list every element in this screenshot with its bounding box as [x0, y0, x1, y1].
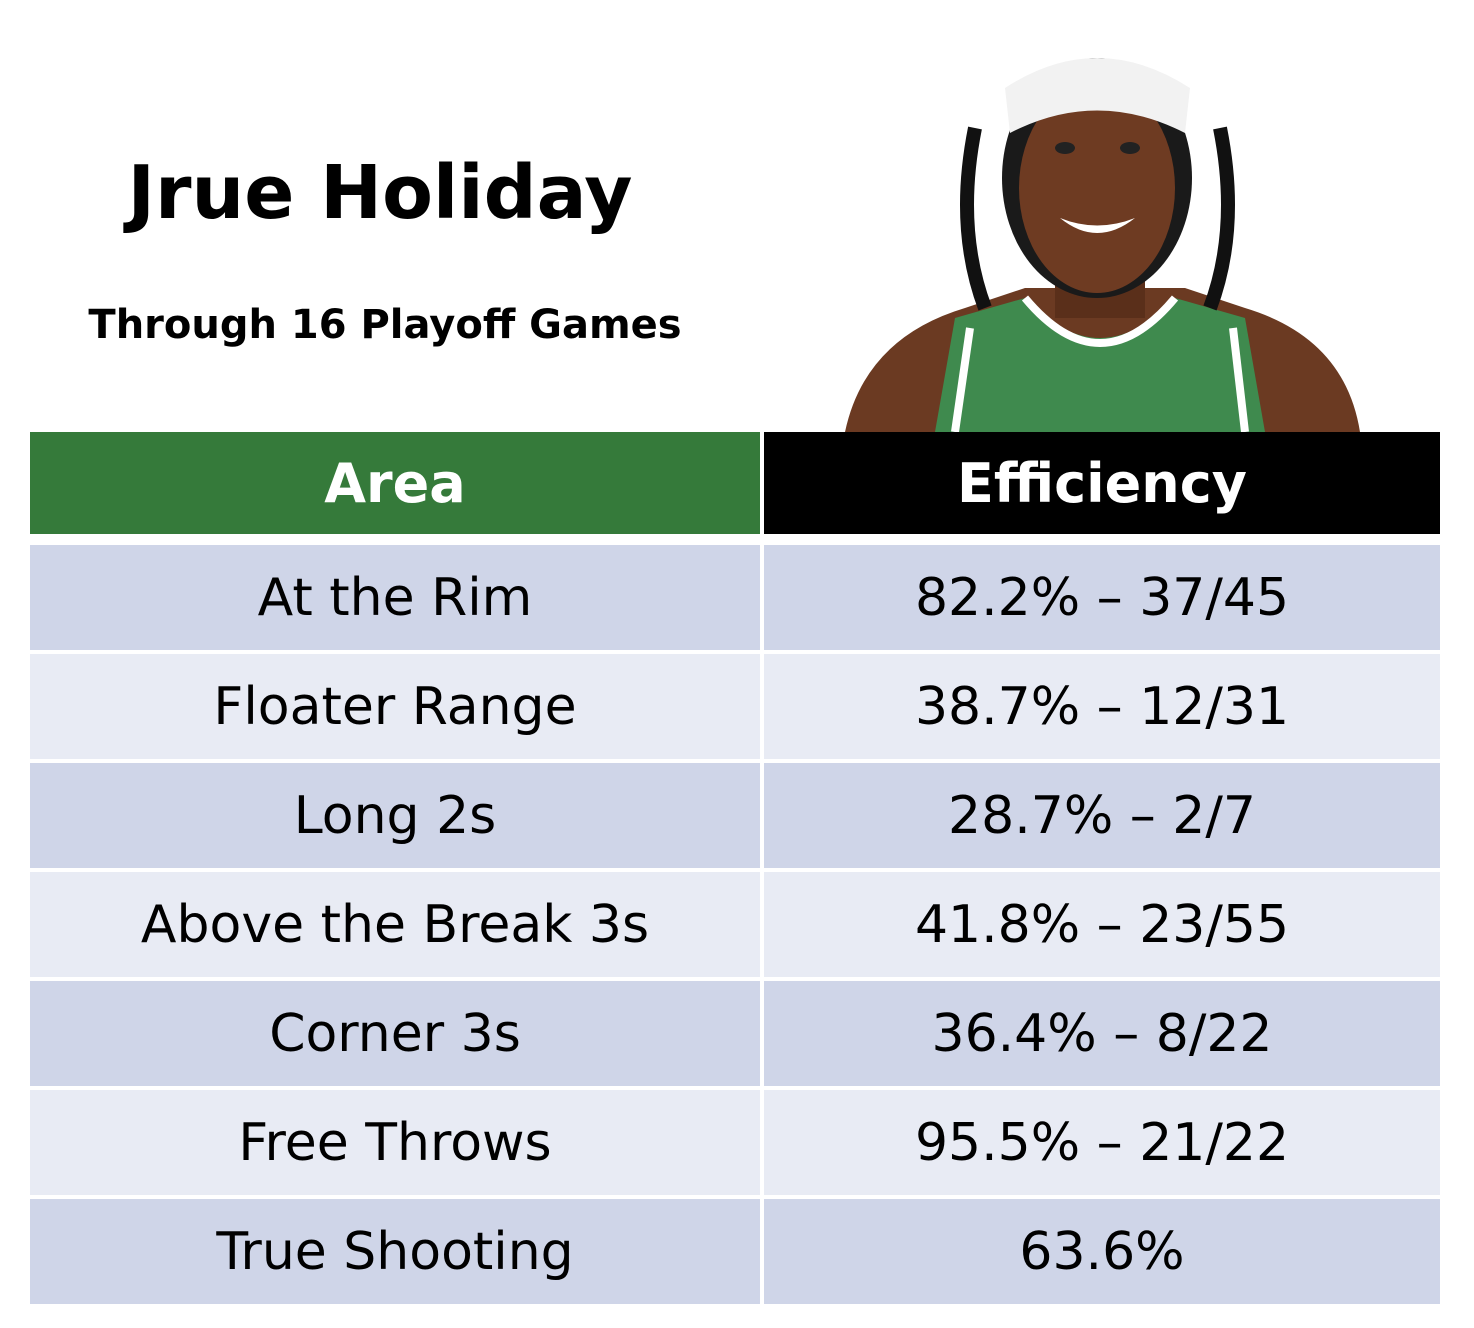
efficiency-cell: 36.4% – 8/22	[764, 981, 1440, 1086]
area-cell: Long 2s	[30, 763, 760, 868]
efficiency-cell: 38.7% – 12/31	[764, 654, 1440, 759]
efficiency-cell: 28.7% – 2/7	[764, 763, 1440, 868]
efficiency-cell: 82.2% – 37/45	[764, 545, 1440, 650]
area-cell: True Shooting	[30, 1199, 760, 1304]
column-header: Area	[30, 432, 760, 534]
area-cell: Free Throws	[30, 1090, 760, 1195]
efficiency-cell: 95.5% – 21/22	[764, 1090, 1440, 1195]
efficiency-cell: 63.6%	[764, 1199, 1440, 1304]
player-name: Jrue Holiday	[127, 150, 633, 236]
area-cell: Floater Range	[30, 654, 760, 759]
subtitle: Through 16 Playoff Games	[88, 302, 682, 348]
area-cell: At the Rim	[30, 545, 760, 650]
player-photo	[845, 58, 1360, 432]
column-header: Efficiency	[764, 432, 1440, 534]
area-cell: Corner 3s	[30, 981, 760, 1086]
efficiency-cell: 41.8% – 23/55	[764, 872, 1440, 977]
area-cell: Above the Break 3s	[30, 872, 760, 977]
